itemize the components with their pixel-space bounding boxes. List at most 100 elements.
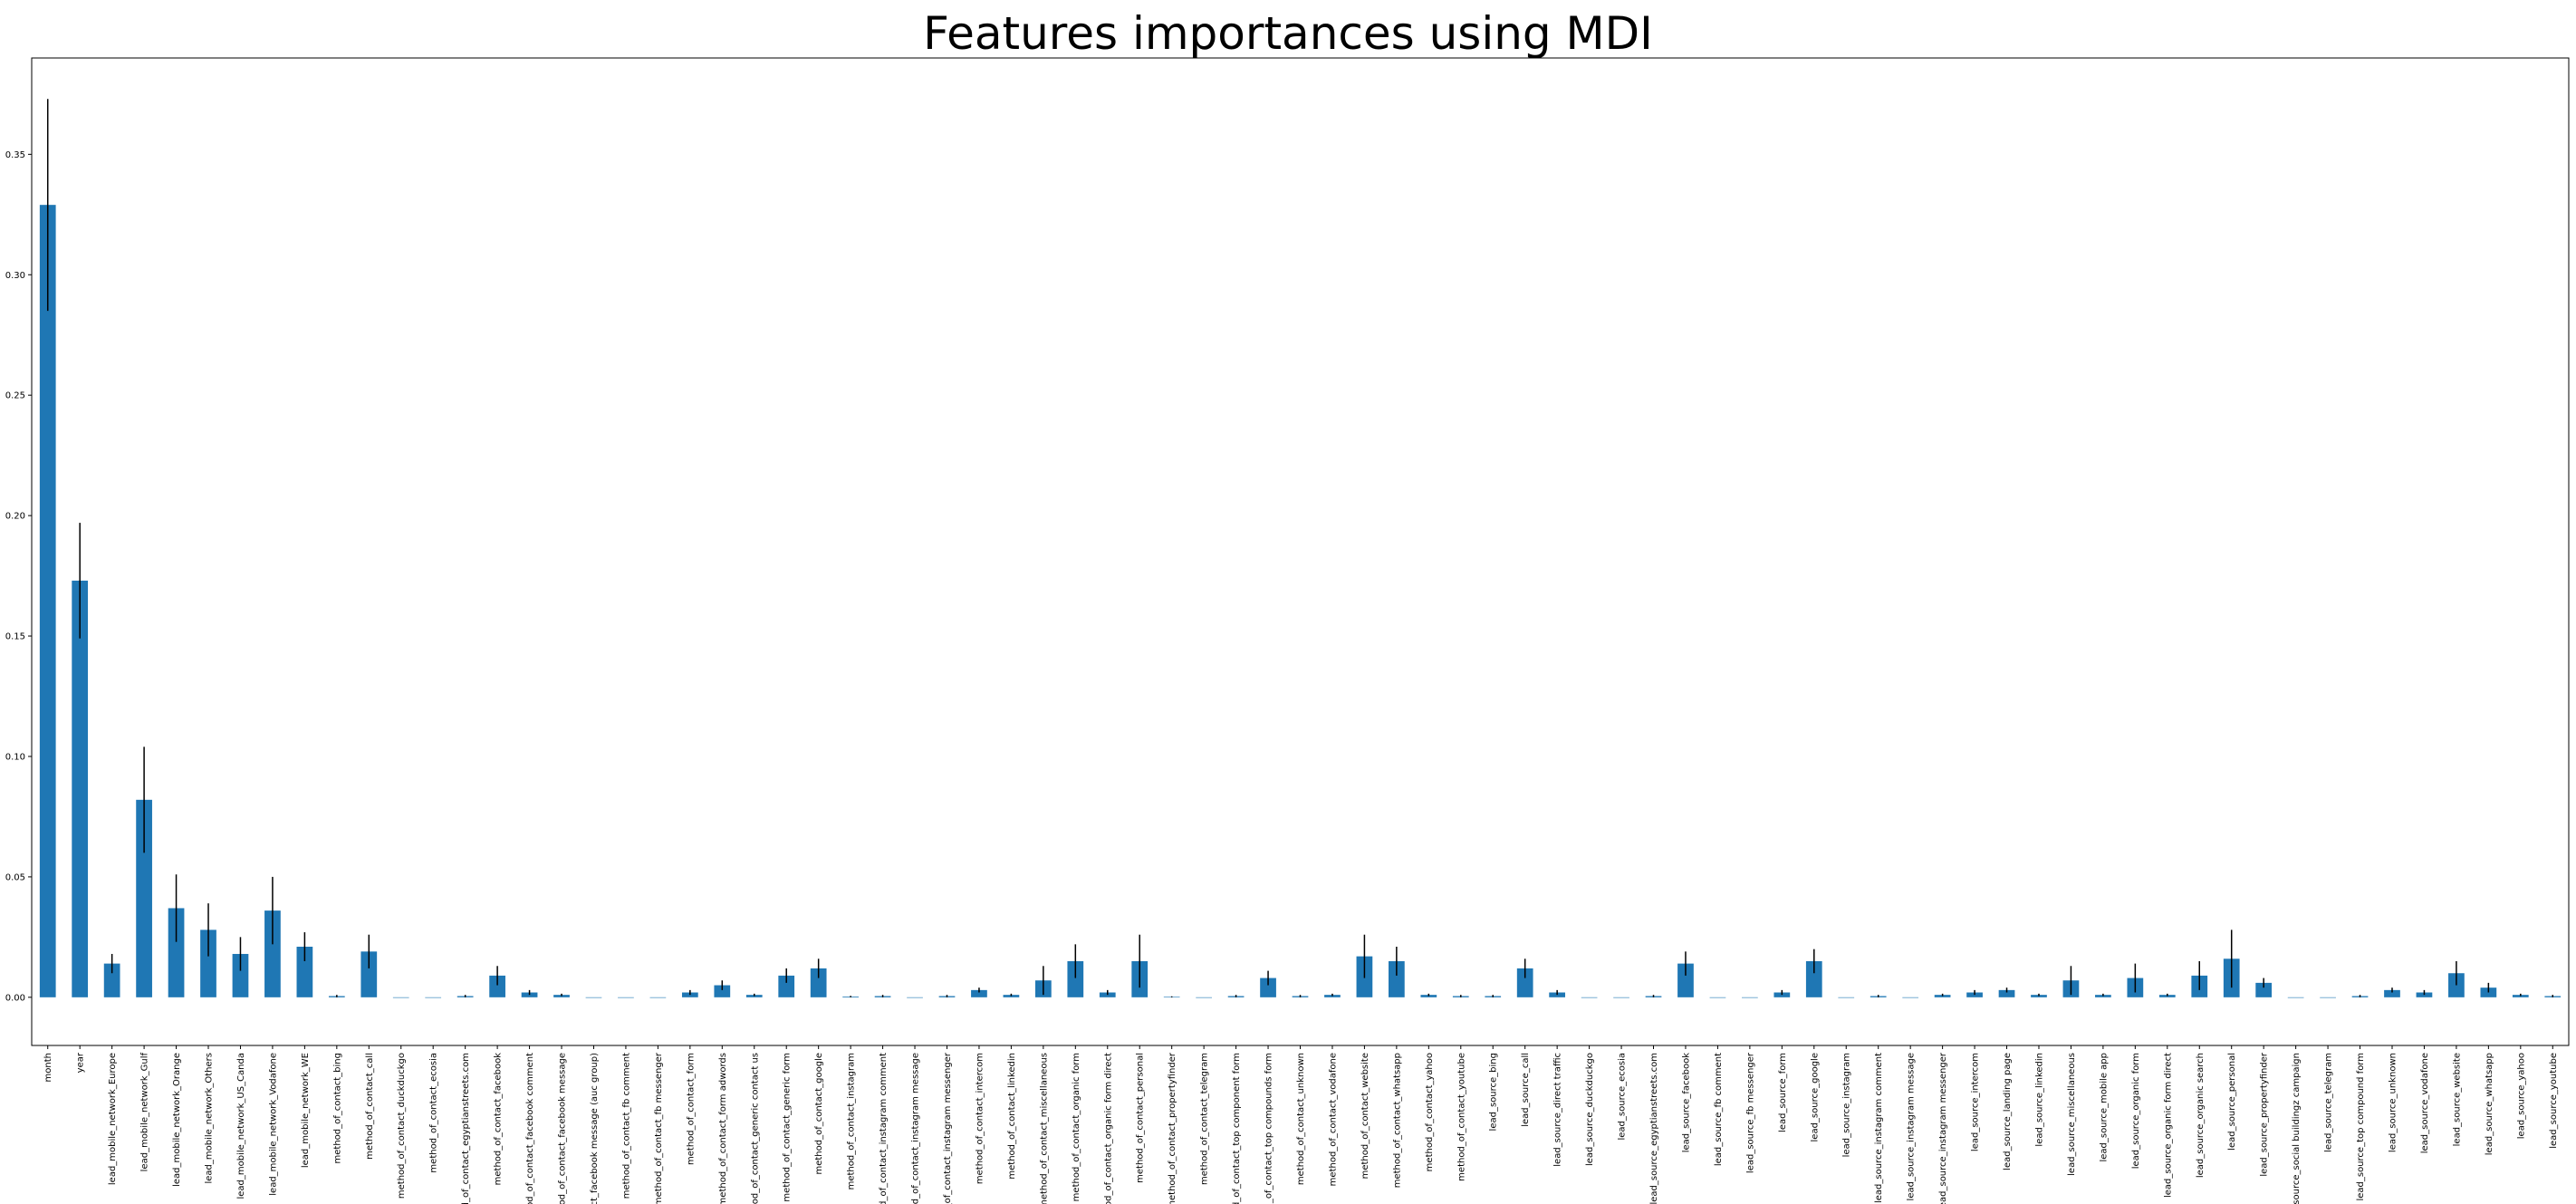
bar [714,985,731,997]
x-tick-label: lead_mobile_network_Europe [108,1053,118,1185]
x-tick-label: method_of_contact_linkedin [1007,1053,1017,1180]
bar [1516,968,1533,997]
x-tick-label: lead_source_personal [2227,1053,2237,1151]
x-tick-label: lead_source_mobile app [2099,1053,2109,1162]
x-tick-label: lead_source_fb messenger [1745,1052,1755,1173]
x-tick-label: od_of_contact_facebook comment [525,1053,535,1204]
x-tick-label: d_of_contact_top compounds form [1264,1053,1274,1204]
x-tick-label: lead_source_yahoo [2516,1053,2526,1139]
x-tick-label: lead_source_call [1521,1053,1531,1127]
bar [2255,982,2273,997]
bar [1613,997,1629,998]
bar [1260,978,1276,997]
x-tick-label: od_of_contact_organic form direct [1103,1053,1113,1204]
x-tick-label: method_of_contact_fb messenger [654,1052,664,1204]
x-tick-label: lead_mobile_network_Orange [172,1053,182,1187]
x-tick-label: lead_source_telegram [2324,1053,2334,1152]
bar [778,975,795,997]
x-tick-label: method_of_contact_duckduckgo [397,1053,407,1199]
bar [136,799,152,997]
x-tick-label: method_of_contact_fb comment [621,1053,631,1199]
y-tick-label: 0.25 [5,391,25,401]
x-tick-label: lead_source_instagram message [1907,1053,1917,1200]
y-tick-label: 0.15 [5,632,25,642]
x-tick-label: lead_source_top compound form [2356,1053,2366,1201]
x-tick-label: method_of_contact_vodafone [1328,1053,1338,1186]
bar [232,953,249,997]
x-tick-label: d_of_contact_egyptianstreets.com [461,1053,471,1204]
bars-layer [39,205,2562,998]
x-tick-label: method_of_contact_yahoo [1425,1053,1435,1171]
x-tick-label: lead_source_form [1778,1053,1788,1132]
bar [585,997,602,998]
x-tick-label: nod_of_contact_generic contact us [750,1053,760,1204]
x-tick-label: method_of_contact_youtube [1456,1053,1466,1181]
x-tick-label: _source_social buildingz campaign [2292,1053,2302,1204]
x-tick-label: od_of_contact_instagram message [911,1053,921,1204]
bar [425,997,442,998]
x-tick-label: lead_source_miscellaneous [2067,1053,2077,1176]
x-tick-label: lead_mobile_network_WE [301,1053,311,1168]
bar [1067,960,1084,997]
x-tick-label: lead_source_duckduckgo [1585,1053,1595,1166]
x-tick-label: lead_source_instagram [1842,1053,1852,1157]
bar [2384,989,2400,997]
y-tick-label: 0.30 [5,271,25,281]
x-axis: month year lead_mobile_network_Europe lead_… [43,1045,2559,1204]
x-tick-label: method_of_contact_bing [332,1053,342,1164]
x-tick-label: method_of_contact_telegram [1200,1053,1210,1185]
bar [1581,997,1598,998]
x-tick-label: lead_mobile_network_US_Canda [236,1053,246,1199]
x-tick-label: lead_source_linkedin [2034,1053,2044,1147]
x-tick-label: method_of_contact_website [1360,1053,1370,1179]
x-tick-label: method_of_contact_generic form [783,1053,793,1202]
x-tick-label: method_of_contact_miscellaneous [1039,1053,1049,1204]
x-tick-label: method_of_contact_form [686,1053,696,1165]
x-tick-label: month [43,1053,53,1082]
y-axis: 0.00 0.05 0.10 0.15 0.20 0.25 0.30 0.35 [5,150,32,1003]
bar [1998,989,2015,997]
x-tick-label: year [76,1052,86,1073]
y-tick-label: 0.05 [5,872,25,882]
bar [1709,997,1726,998]
bar [1677,963,1694,997]
x-tick-label: lead_mobile_network_Vodafone [268,1053,278,1196]
bar [1838,997,1855,998]
x-tick-label: _of_contact_instagram messenger [943,1052,953,1204]
x-tick-label: method_of_contact_propertyfinder [1168,1052,1177,1204]
bar [1805,960,1822,997]
bar [264,910,281,997]
x-tick-label: lead_source_propertyfinder [2260,1052,2270,1177]
bar [168,908,185,997]
x-tick-label: method_of_contact_google [814,1053,824,1175]
bar [296,947,313,997]
x-tick-label: lead_source_vodafone [2420,1053,2430,1153]
x-tick-label: lead_source_organic form [2131,1053,2141,1169]
bar [360,951,378,997]
chart-title: Features importances using MDI [923,7,1653,60]
x-tick-label: method_of_contact_call [365,1053,375,1160]
bar [200,929,216,997]
x-tick-label: lead_source_website [2452,1053,2462,1146]
bar [1742,997,1758,998]
x-tick-label: lead_source_organic search [2196,1053,2206,1178]
bar [810,968,827,997]
bar [39,205,56,997]
y-tick-label: 0.10 [5,752,25,762]
bar [2287,997,2304,998]
y-tick-label: 0.00 [5,993,25,1003]
x-tick-label: lead_source_intercom [1971,1053,1981,1151]
x-tick-label: nod_of_contact_facebook message [558,1053,568,1204]
x-tick-label: lead_source_google [1810,1053,1820,1141]
x-tick-label: method_of_contact_intercom [975,1053,985,1184]
bar [907,997,923,998]
bar [489,975,505,997]
bar [1196,997,1212,998]
y-tick-label: 0.20 [5,512,25,522]
x-tick-label: lead_source_direct traffic [1553,1053,1563,1167]
plot-frame [31,57,2570,1046]
bar [1902,997,1919,998]
x-tick-label: method_of_contact_personal [1136,1053,1146,1183]
x-tick-label: lead_source_organic form direct [2163,1053,2173,1198]
x-tick-label: method_of_contact_facebook [494,1053,504,1186]
